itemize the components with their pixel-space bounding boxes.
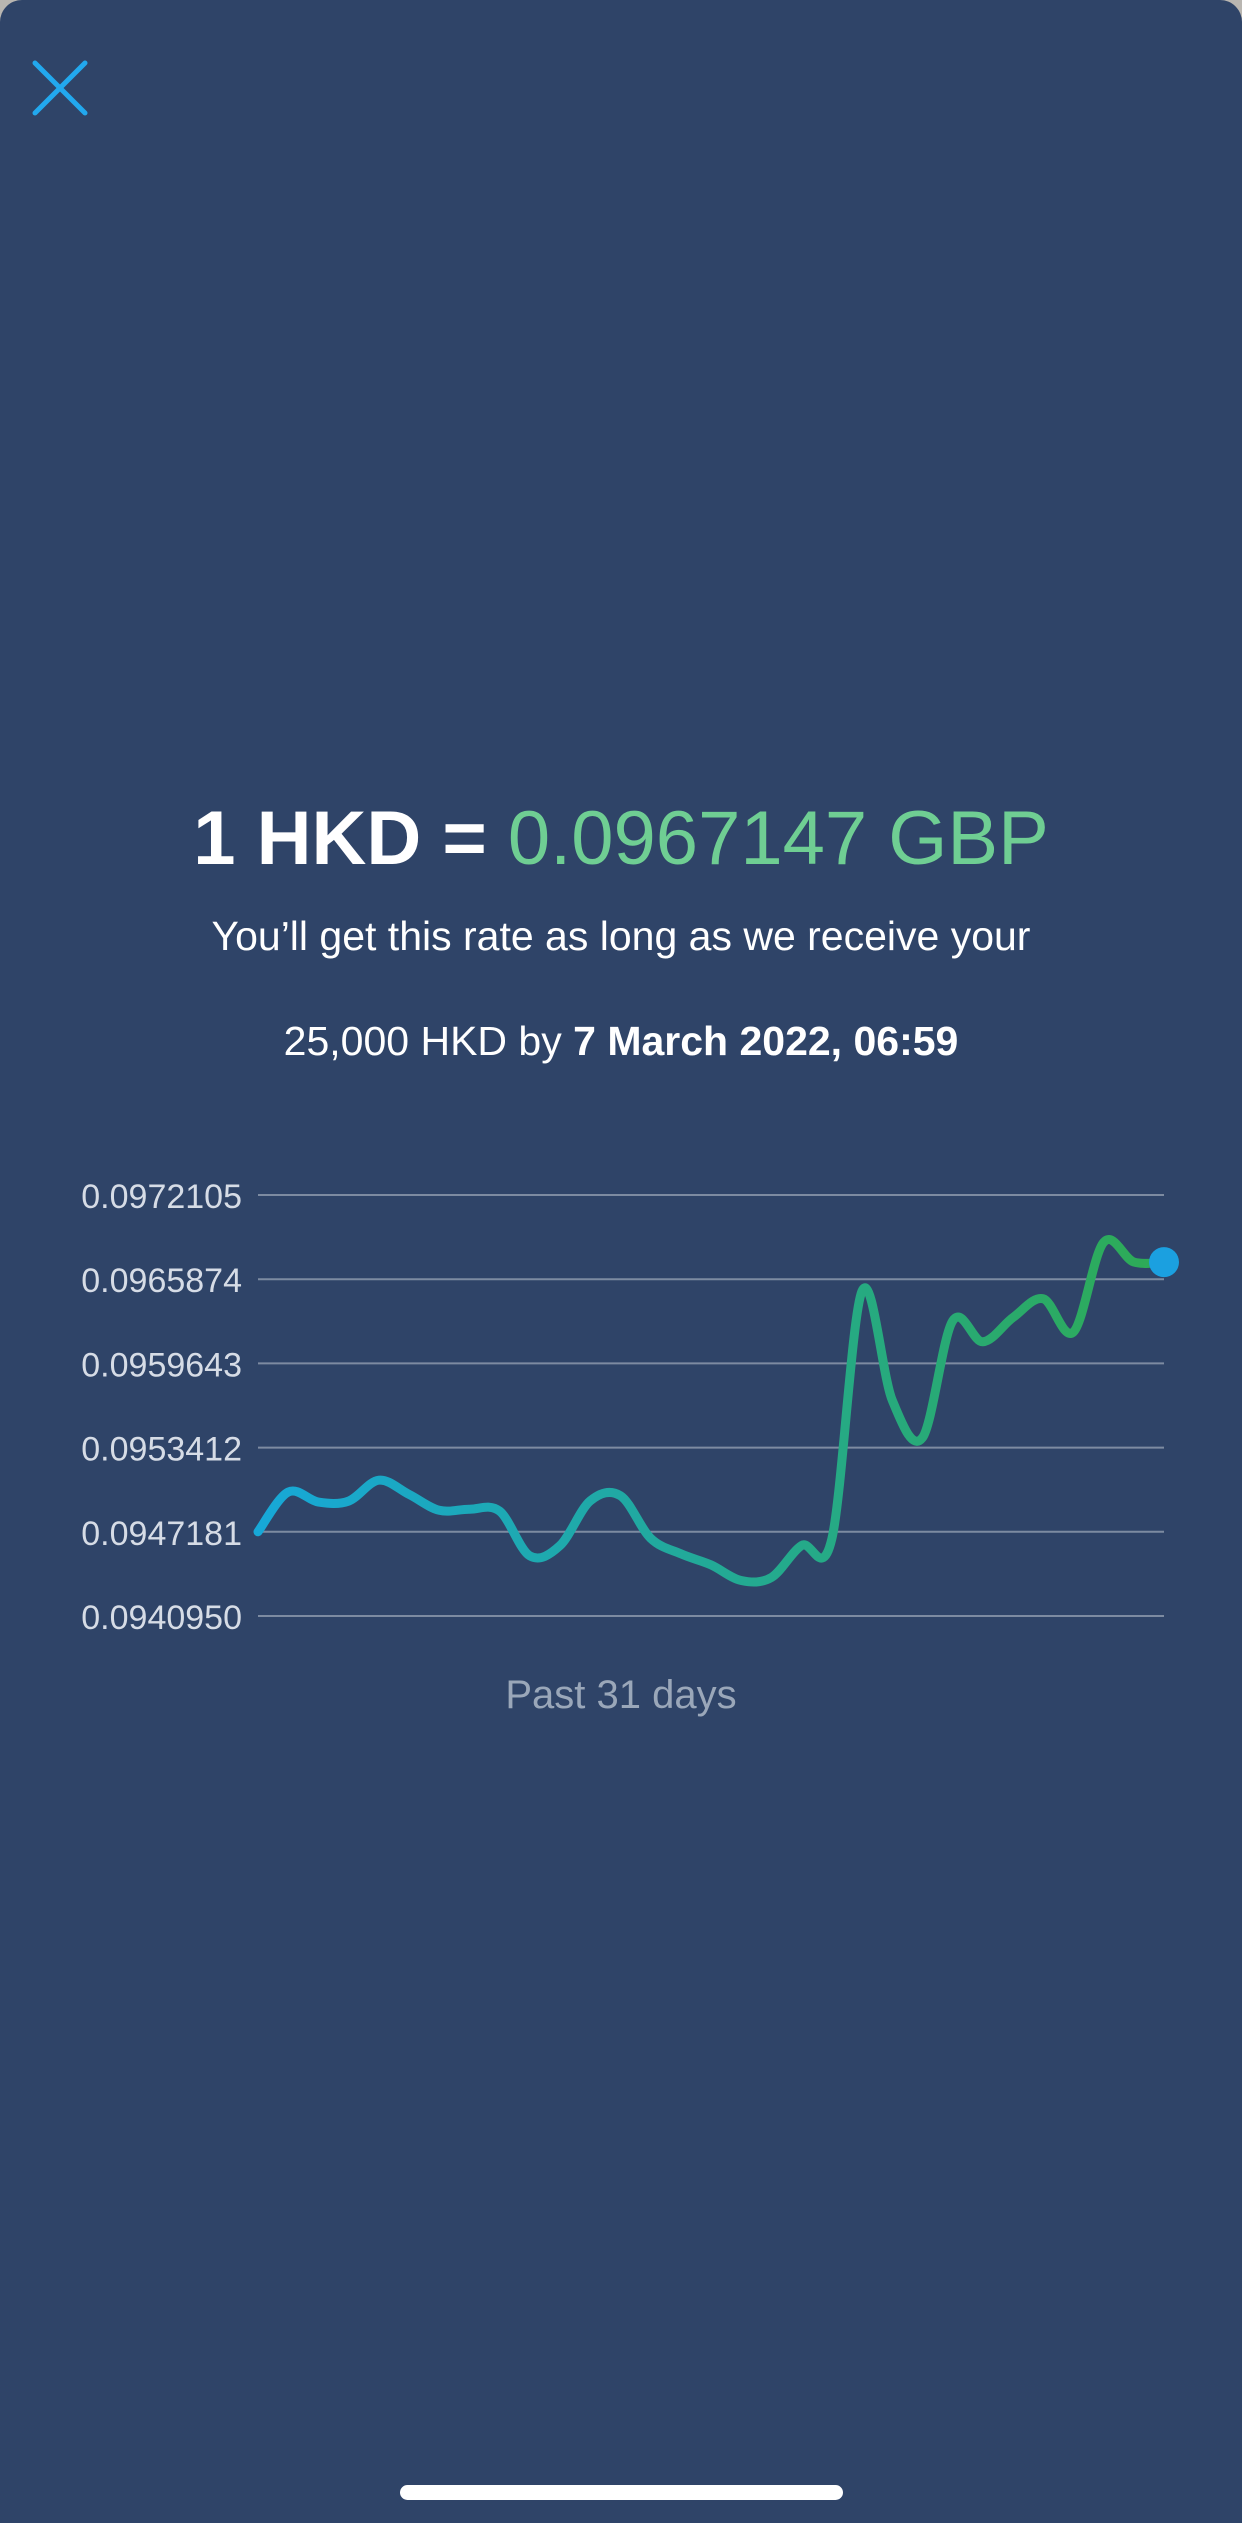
rate-from: 1 HKD = xyxy=(193,796,487,881)
close-button[interactable] xyxy=(24,52,96,124)
guarantee-amount: 25,000 HKD by xyxy=(283,1018,574,1064)
y-tick-label: 0.0965874 xyxy=(81,1262,242,1300)
exchange-rate-heading: 1 HKD = 0.0967147 GBP xyxy=(0,795,1242,882)
current-rate-marker xyxy=(1149,1247,1179,1278)
guarantee-text: You’ll get this rate as long as we recei… xyxy=(211,913,1031,959)
rate-history-chart: 0.0972105 0.0965874 0.0959643 0.0953412 0.09… xyxy=(81,1178,1179,1637)
y-tick-label: 0.0940950 xyxy=(81,1599,242,1637)
y-tick-label: 0.0953412 xyxy=(81,1431,242,1469)
y-tick-label: 0.0972105 xyxy=(81,1178,242,1216)
y-tick-label: 0.0947181 xyxy=(81,1515,242,1553)
rate-series-line xyxy=(253,1235,1169,1587)
rate-value: 0.0967147 GBP xyxy=(507,796,1049,881)
y-tick-label: 0.0959643 xyxy=(81,1346,242,1384)
home-indicator xyxy=(400,2485,843,2500)
close-icon xyxy=(32,60,88,116)
guarantee-deadline-line: 25,000 HKD by 7 March 2022, 06:59 xyxy=(0,1018,1242,1065)
chart-period-label: Past 31 days xyxy=(505,1673,737,1717)
guarantee-deadline: 7 March 2022, 06:59 xyxy=(573,1018,959,1064)
